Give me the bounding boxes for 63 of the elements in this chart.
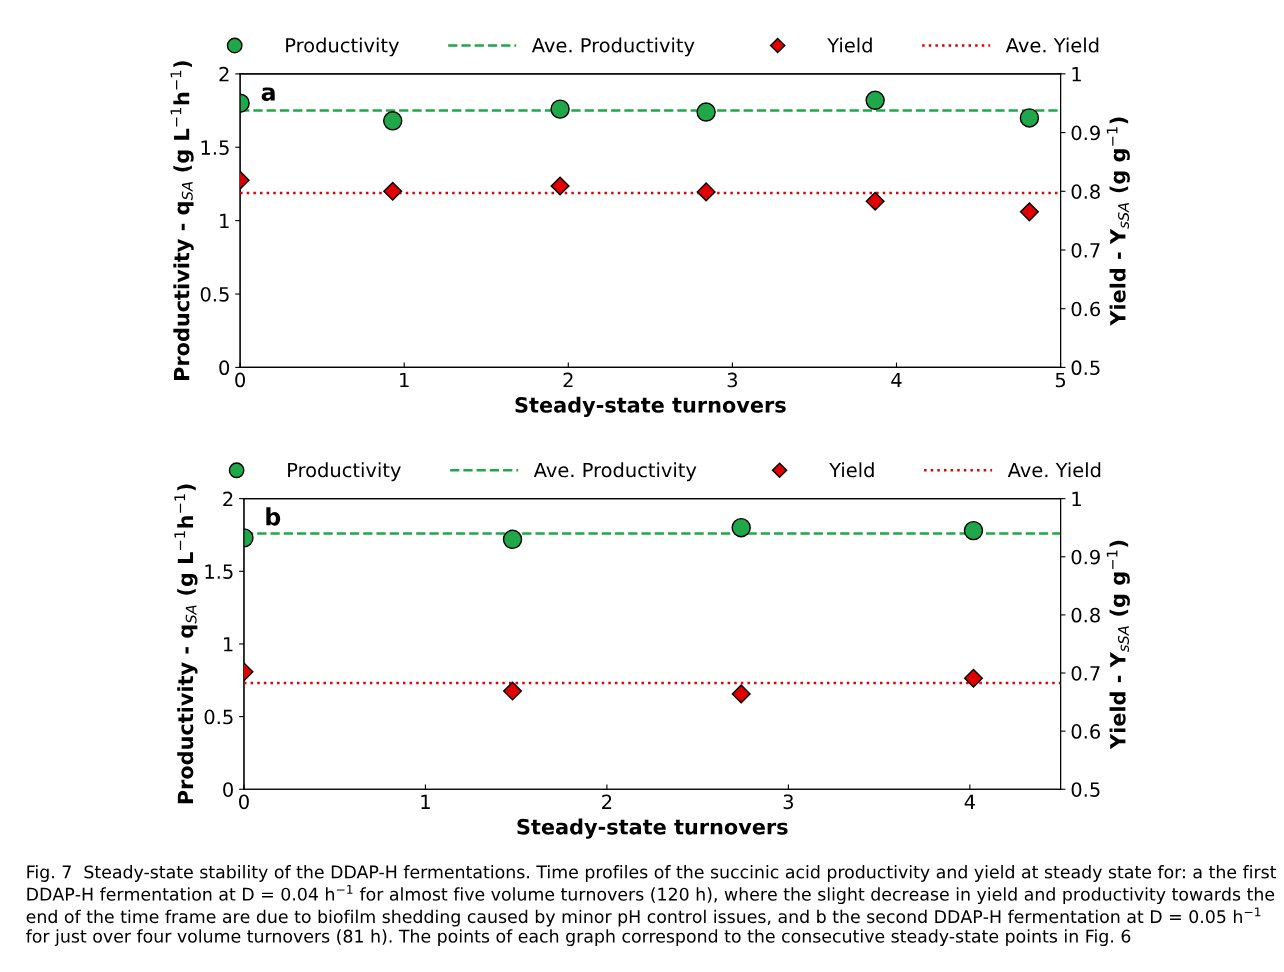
x-tick-label: 1: [400, 372, 409, 388]
y-tick-label: 1.5: [205, 564, 233, 579]
y-tick-label: 1: [220, 213, 229, 229]
x-tick-label: 3: [783, 794, 793, 810]
y2-tick-label: 1: [1072, 67, 1081, 82]
x-tick-label: 5: [1055, 372, 1066, 388]
y2-tick-label: 1: [1072, 491, 1081, 507]
y2-axis-title: Yield - Y$_{sSA}$ (g g$^{−1}$): [1106, 540, 1130, 750]
x-tick-label: 0: [235, 372, 245, 388]
y2-axis-title: Yield - Y$_{sSA}$ (g g$^{−1}$): [1106, 117, 1130, 326]
point: [696, 182, 716, 202]
legend-label: Productivity: [288, 462, 401, 482]
y2-tick-label: 0.6: [1071, 301, 1101, 317]
y-tick-label: 1.5: [201, 140, 229, 155]
legend-label: Yield: [827, 37, 872, 53]
annotation: b: [266, 507, 281, 526]
y2-tick-label: 0.7: [1071, 665, 1100, 681]
legend-label: Productivity: [286, 37, 399, 57]
y2-tick-label: 0.5: [1071, 782, 1100, 797]
x-axis-title: Steady-state turnovers: [515, 396, 786, 417]
y-tick-label: 2: [219, 66, 229, 82]
y-tick-label: 0: [223, 782, 233, 797]
y-tick-label: 2: [223, 491, 233, 507]
y-axis-title: Productivity - q$_{SA}$ (g L$^{−1}$h$^{−1}$): [174, 484, 198, 804]
point: [1019, 108, 1040, 128]
point: [865, 90, 885, 111]
x-tick-label: 4: [964, 794, 975, 809]
x-tick-label: 3: [727, 372, 738, 388]
legend-label: Ave. Productivity: [533, 462, 697, 482]
x-tick-label: 2: [563, 372, 573, 388]
x-tick-label: 0: [239, 794, 249, 810]
y2-tick-label: 0.8: [1071, 184, 1100, 199]
point: [731, 684, 751, 704]
annotation: a: [261, 87, 275, 101]
point: [382, 111, 403, 131]
y-tick-label: 0.5: [200, 286, 229, 302]
y2-tick-label: 0.6: [1071, 724, 1101, 739]
point: [503, 681, 523, 701]
y-axis-title: Productivity - q$_{SA}$ (g L$^{−1}$h$^{−1}$): [170, 61, 194, 380]
point: [865, 191, 885, 211]
y2-tick-label: 0.9: [1071, 549, 1100, 565]
y2-tick-label: 0.7: [1071, 242, 1100, 258]
point: [550, 176, 570, 196]
point: [963, 668, 984, 688]
point: [1019, 202, 1039, 222]
y-tick-label: 0.5: [204, 709, 233, 725]
y2-tick-label: 0.8: [1071, 607, 1100, 623]
x-tick-label: 1: [421, 794, 430, 809]
y-tick-label: 1: [224, 637, 233, 652]
y2-tick-label: 0.5: [1071, 360, 1100, 376]
x-axis-title: Steady-state turnovers: [517, 818, 788, 839]
y-tick-label: 0: [219, 360, 230, 376]
legend-label: Yield: [829, 462, 874, 478]
legend-label: Ave. Yield: [1007, 462, 1101, 478]
point: [383, 181, 403, 201]
point: [696, 102, 716, 122]
y2-tick-label: 0.9: [1071, 125, 1100, 141]
legend-label: Ave. Productivity: [531, 37, 695, 57]
point: [550, 99, 570, 119]
x-tick-label: 4: [891, 372, 902, 388]
text: Fig. 7 Steady-state stability of the DDAP-H fermentations. Time profiles of the succinic acid productivity and yield at steady state for: a the first DDAP-H fermentation at D = 0.04 h$^{−1}$ for almost five volume turnovers (120 h), where the slight decrease in yield and productivity towards the end of the time frame are due to biofilm shedding caused by minor pH control issues, and b the second DDAP-H fermentation at D = 0.05 h$^{−1}$ for just over four volume turnovers (81 h). The points of each graph correspond to the consecutive steady-state points in Fig. 6: [26, 865, 1277, 947]
legend-label: Ave. Yield: [1005, 37, 1099, 53]
x-tick-label: 2: [602, 794, 612, 809]
